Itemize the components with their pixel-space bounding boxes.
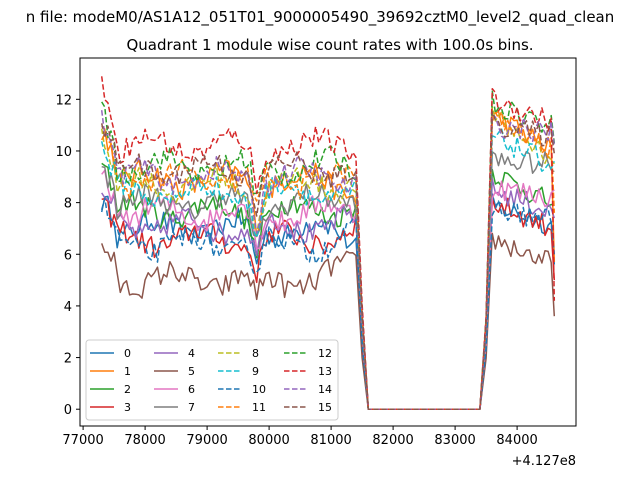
chart-title: Quadrant 1 module wise count rates with … xyxy=(126,36,533,54)
x-tick-label: 80000 xyxy=(248,433,289,448)
series-line-15 xyxy=(100,110,556,410)
series-line-13 xyxy=(100,76,556,410)
series-line-10 xyxy=(100,197,556,410)
x-tick-label: 81000 xyxy=(310,433,351,448)
y-tick-label: 4 xyxy=(64,300,72,315)
legend-label-1: 1 xyxy=(124,365,131,378)
legend-label-11: 11 xyxy=(252,401,266,414)
x-axis: 77000 78000 79000 80000 81000 82000 83000 84000 xyxy=(62,426,538,448)
y-axis: 0 2 4 6 8 10 12 xyxy=(55,93,80,418)
plot-frame xyxy=(79,57,577,427)
y-tick-label: 2 xyxy=(64,352,72,367)
series-line-8 xyxy=(100,106,555,410)
legend-label-7: 7 xyxy=(188,401,195,414)
y-tick-label: 6 xyxy=(64,248,72,263)
series-line-9 xyxy=(100,127,555,410)
series-line-7 xyxy=(101,150,555,410)
legend-label-4: 4 xyxy=(188,347,195,360)
x-tick-label: 79000 xyxy=(186,433,227,448)
legend-label-13: 13 xyxy=(318,365,332,378)
legend-label-10: 10 xyxy=(252,383,266,396)
series-line-2 xyxy=(101,162,555,410)
series-layer xyxy=(100,76,556,410)
x-tick-label: 84000 xyxy=(496,433,537,448)
legend-label-9: 9 xyxy=(252,365,259,378)
series-line-14 xyxy=(100,110,556,410)
series-line-12 xyxy=(101,90,556,410)
x-tick-label: 77000 xyxy=(62,433,103,448)
legend-label-14: 14 xyxy=(318,383,332,396)
y-tick-label: 8 xyxy=(64,197,72,212)
legend-label-6: 6 xyxy=(188,383,195,396)
figure-title: n file: modeM0/AS1A12_051T01_9000005490_… xyxy=(26,8,615,27)
legend-frame xyxy=(85,339,339,421)
series-line-11 xyxy=(101,111,556,410)
legend-label-15: 15 xyxy=(318,401,332,414)
x-tick-label: 83000 xyxy=(434,433,475,448)
legend-label-0: 0 xyxy=(124,347,131,360)
y-tick-label: 0 xyxy=(64,403,72,418)
legend-label-5: 5 xyxy=(188,365,195,378)
y-tick-label: 10 xyxy=(55,145,72,160)
x-offset-label: +4.127e8 xyxy=(512,454,576,469)
legend-label-2: 2 xyxy=(124,383,131,396)
series-line-5 xyxy=(100,232,556,410)
x-tick-label: 82000 xyxy=(372,433,413,448)
legend-label-3: 3 xyxy=(124,401,131,414)
y-tick-label: 12 xyxy=(55,93,72,108)
legend-label-8: 8 xyxy=(252,347,259,360)
legend-label-12: 12 xyxy=(318,347,332,360)
x-tick-label: 78000 xyxy=(124,433,165,448)
